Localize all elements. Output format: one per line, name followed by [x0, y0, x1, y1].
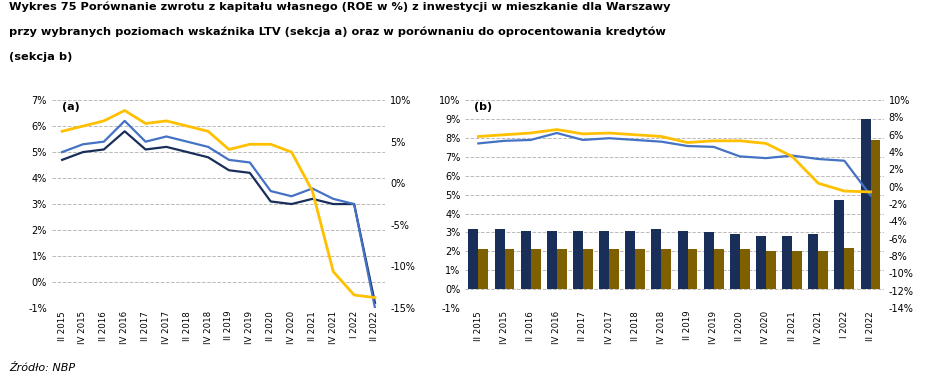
Bar — [704, 233, 713, 289]
Text: (b): (b) — [474, 102, 492, 112]
Bar — [835, 200, 844, 289]
Bar — [468, 229, 478, 289]
Bar — [635, 249, 645, 289]
Bar — [478, 249, 488, 289]
Bar — [609, 249, 619, 289]
Text: przy wybranych poziomach wskaźnika LTV (sekcja a) oraz w porównaniu do oprocento: przy wybranych poziomach wskaźnika LTV (… — [9, 27, 666, 37]
Bar — [687, 249, 697, 289]
Bar — [792, 251, 802, 289]
Bar — [662, 249, 671, 289]
Bar — [740, 249, 750, 289]
Text: Wykres 75 Porównanie zwrotu z kapitału własnego (ROE w %) z inwestycji w mieszka: Wykres 75 Porównanie zwrotu z kapitału w… — [9, 2, 671, 12]
Bar — [556, 249, 567, 289]
Text: (a): (a) — [62, 102, 80, 112]
Bar — [651, 229, 662, 289]
Bar — [573, 231, 583, 289]
Bar — [713, 249, 724, 289]
Bar — [766, 251, 775, 289]
Bar — [756, 236, 766, 289]
Bar — [599, 231, 609, 289]
Bar — [844, 248, 854, 289]
Bar — [861, 119, 870, 289]
Bar — [625, 231, 635, 289]
Bar — [678, 231, 687, 289]
Text: Źródło: NBP: Źródło: NBP — [9, 363, 75, 373]
Bar — [818, 251, 828, 289]
Bar — [729, 234, 740, 289]
Bar — [808, 234, 818, 289]
Bar — [494, 229, 505, 289]
Text: (sekcja b): (sekcja b) — [9, 52, 72, 62]
Bar — [521, 231, 531, 289]
Bar — [782, 236, 792, 289]
Bar — [870, 140, 881, 289]
Bar — [531, 249, 540, 289]
Bar — [583, 249, 593, 289]
Bar — [505, 249, 514, 289]
Bar — [547, 231, 556, 289]
